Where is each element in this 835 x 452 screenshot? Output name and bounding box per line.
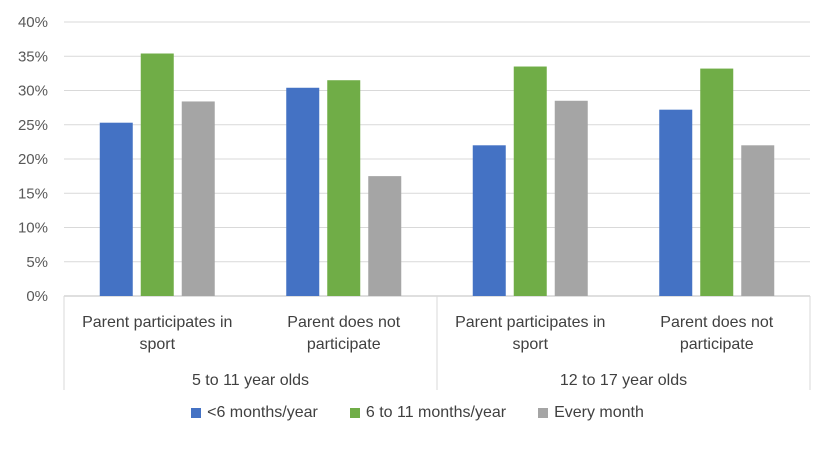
group-label: 12 to 17 year olds bbox=[560, 372, 687, 389]
legend-swatch-6-to-11-months bbox=[349, 408, 360, 418]
category-label: participate bbox=[307, 336, 381, 353]
bar bbox=[741, 145, 775, 296]
legend-item-every-month: Every month bbox=[538, 404, 644, 422]
y-tick-label: 10% bbox=[18, 220, 48, 237]
bar bbox=[659, 109, 693, 297]
y-tick-label: 30% bbox=[18, 83, 48, 100]
category-label: sport bbox=[139, 336, 175, 353]
bar bbox=[286, 87, 320, 296]
category-label: Parent participates in bbox=[455, 314, 605, 331]
legend-swatch-every-month bbox=[538, 408, 549, 418]
legend-label-every-month: Every month bbox=[554, 404, 644, 421]
y-tick-label: 15% bbox=[18, 185, 48, 202]
bar bbox=[327, 80, 361, 296]
y-tick-label: 35% bbox=[18, 48, 48, 65]
y-tick-label: 25% bbox=[18, 117, 48, 134]
y-tick-label: 0% bbox=[26, 288, 48, 305]
bar bbox=[700, 68, 734, 296]
bar bbox=[368, 176, 402, 296]
legend-swatch-under-6-months bbox=[191, 408, 202, 418]
y-tick-label: 20% bbox=[18, 151, 48, 168]
bar bbox=[472, 145, 506, 296]
legend-item-under-6-months: <6 months/year bbox=[191, 404, 318, 422]
category-label: sport bbox=[512, 336, 548, 353]
bar bbox=[99, 122, 133, 296]
legend-label-6-to-11-months: 6 to 11 months/year bbox=[365, 404, 507, 421]
bar bbox=[140, 53, 174, 297]
y-tick-label: 40% bbox=[18, 14, 48, 31]
bar bbox=[181, 101, 215, 297]
category-label: Parent does not bbox=[660, 314, 774, 331]
legend-item-6-to-11-months: 6 to 11 months/year bbox=[349, 404, 507, 422]
bar bbox=[554, 100, 588, 297]
bar bbox=[513, 66, 547, 297]
category-label: participate bbox=[680, 336, 754, 353]
category-label: Parent participates in bbox=[82, 314, 232, 331]
legend-label-under-6-months: <6 months/year bbox=[207, 404, 318, 421]
category-label: Parent does not bbox=[287, 314, 401, 331]
y-tick-label: 5% bbox=[26, 254, 48, 271]
legend: <6 months/year 6 to 11 months/year Every… bbox=[0, 404, 835, 422]
group-label: 5 to 11 year olds bbox=[192, 372, 309, 389]
